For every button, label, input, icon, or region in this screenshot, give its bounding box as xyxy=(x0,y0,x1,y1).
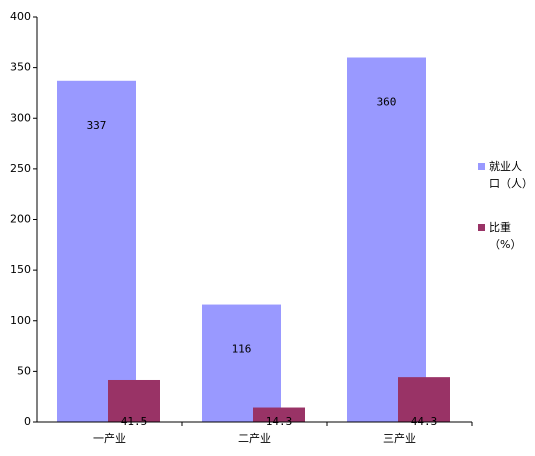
y-tick-label: 200 xyxy=(10,213,31,226)
legend-label: 就业人口（人） xyxy=(489,160,533,190)
legend-entry: 就业人口（人） xyxy=(478,158,533,192)
bar xyxy=(202,304,281,422)
y-tick-label: 250 xyxy=(10,162,31,175)
data-label: 337 xyxy=(87,119,107,132)
data-label: 116 xyxy=(232,343,252,356)
bar xyxy=(398,377,450,422)
y-tick-label: 50 xyxy=(17,364,31,377)
y-tick-label: 300 xyxy=(10,111,31,124)
x-tick-label: 三产业 xyxy=(383,431,416,445)
data-label: 360 xyxy=(377,96,397,109)
y-tick-label: 100 xyxy=(10,314,31,327)
bar xyxy=(57,80,136,422)
x-tick-label: 一产业 xyxy=(93,431,126,445)
y-tick-label: 400 xyxy=(10,10,31,23)
bar xyxy=(347,57,426,422)
y-tick-label: 350 xyxy=(10,61,31,74)
x-tick-label: 二产业 xyxy=(238,431,271,445)
y-tick-label: 150 xyxy=(10,263,31,276)
bar xyxy=(253,407,305,422)
legend-swatch xyxy=(478,163,485,170)
legend-swatch xyxy=(478,224,485,231)
legend-label: 比重（%） xyxy=(489,221,522,251)
bar xyxy=(108,379,160,422)
y-tick-label: 0 xyxy=(24,415,31,428)
legend-entry: 比重（%） xyxy=(478,219,528,253)
